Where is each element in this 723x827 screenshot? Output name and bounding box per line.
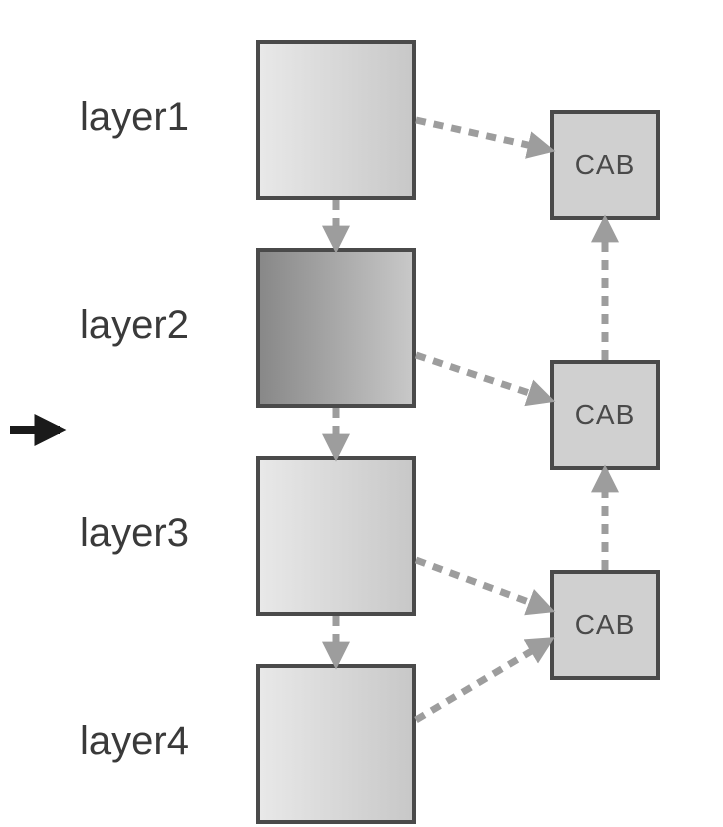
cab-label: CAB	[575, 609, 636, 641]
layer-box-layer1	[256, 40, 416, 200]
layer-label-layer4: layer4	[80, 719, 189, 764]
layer-box-layer2	[256, 248, 416, 408]
edge-layer2-cab2	[416, 355, 550, 400]
edge-layer1-cab1	[416, 120, 550, 150]
layer-box-layer3	[256, 456, 416, 616]
layer-label-layer1: layer1	[80, 95, 189, 140]
cab-box-cab2: CAB	[550, 360, 660, 470]
cab-box-cab1: CAB	[550, 110, 660, 220]
layer-label-layer3: layer3	[80, 511, 189, 556]
layer-box-layer4	[256, 664, 416, 824]
edge-layer3-cab3	[416, 560, 550, 610]
edge-layer4-cab3	[416, 640, 550, 720]
cab-label: CAB	[575, 399, 636, 431]
cab-label: CAB	[575, 149, 636, 181]
cab-box-cab3: CAB	[550, 570, 660, 680]
layer-label-layer2: layer2	[80, 303, 189, 348]
